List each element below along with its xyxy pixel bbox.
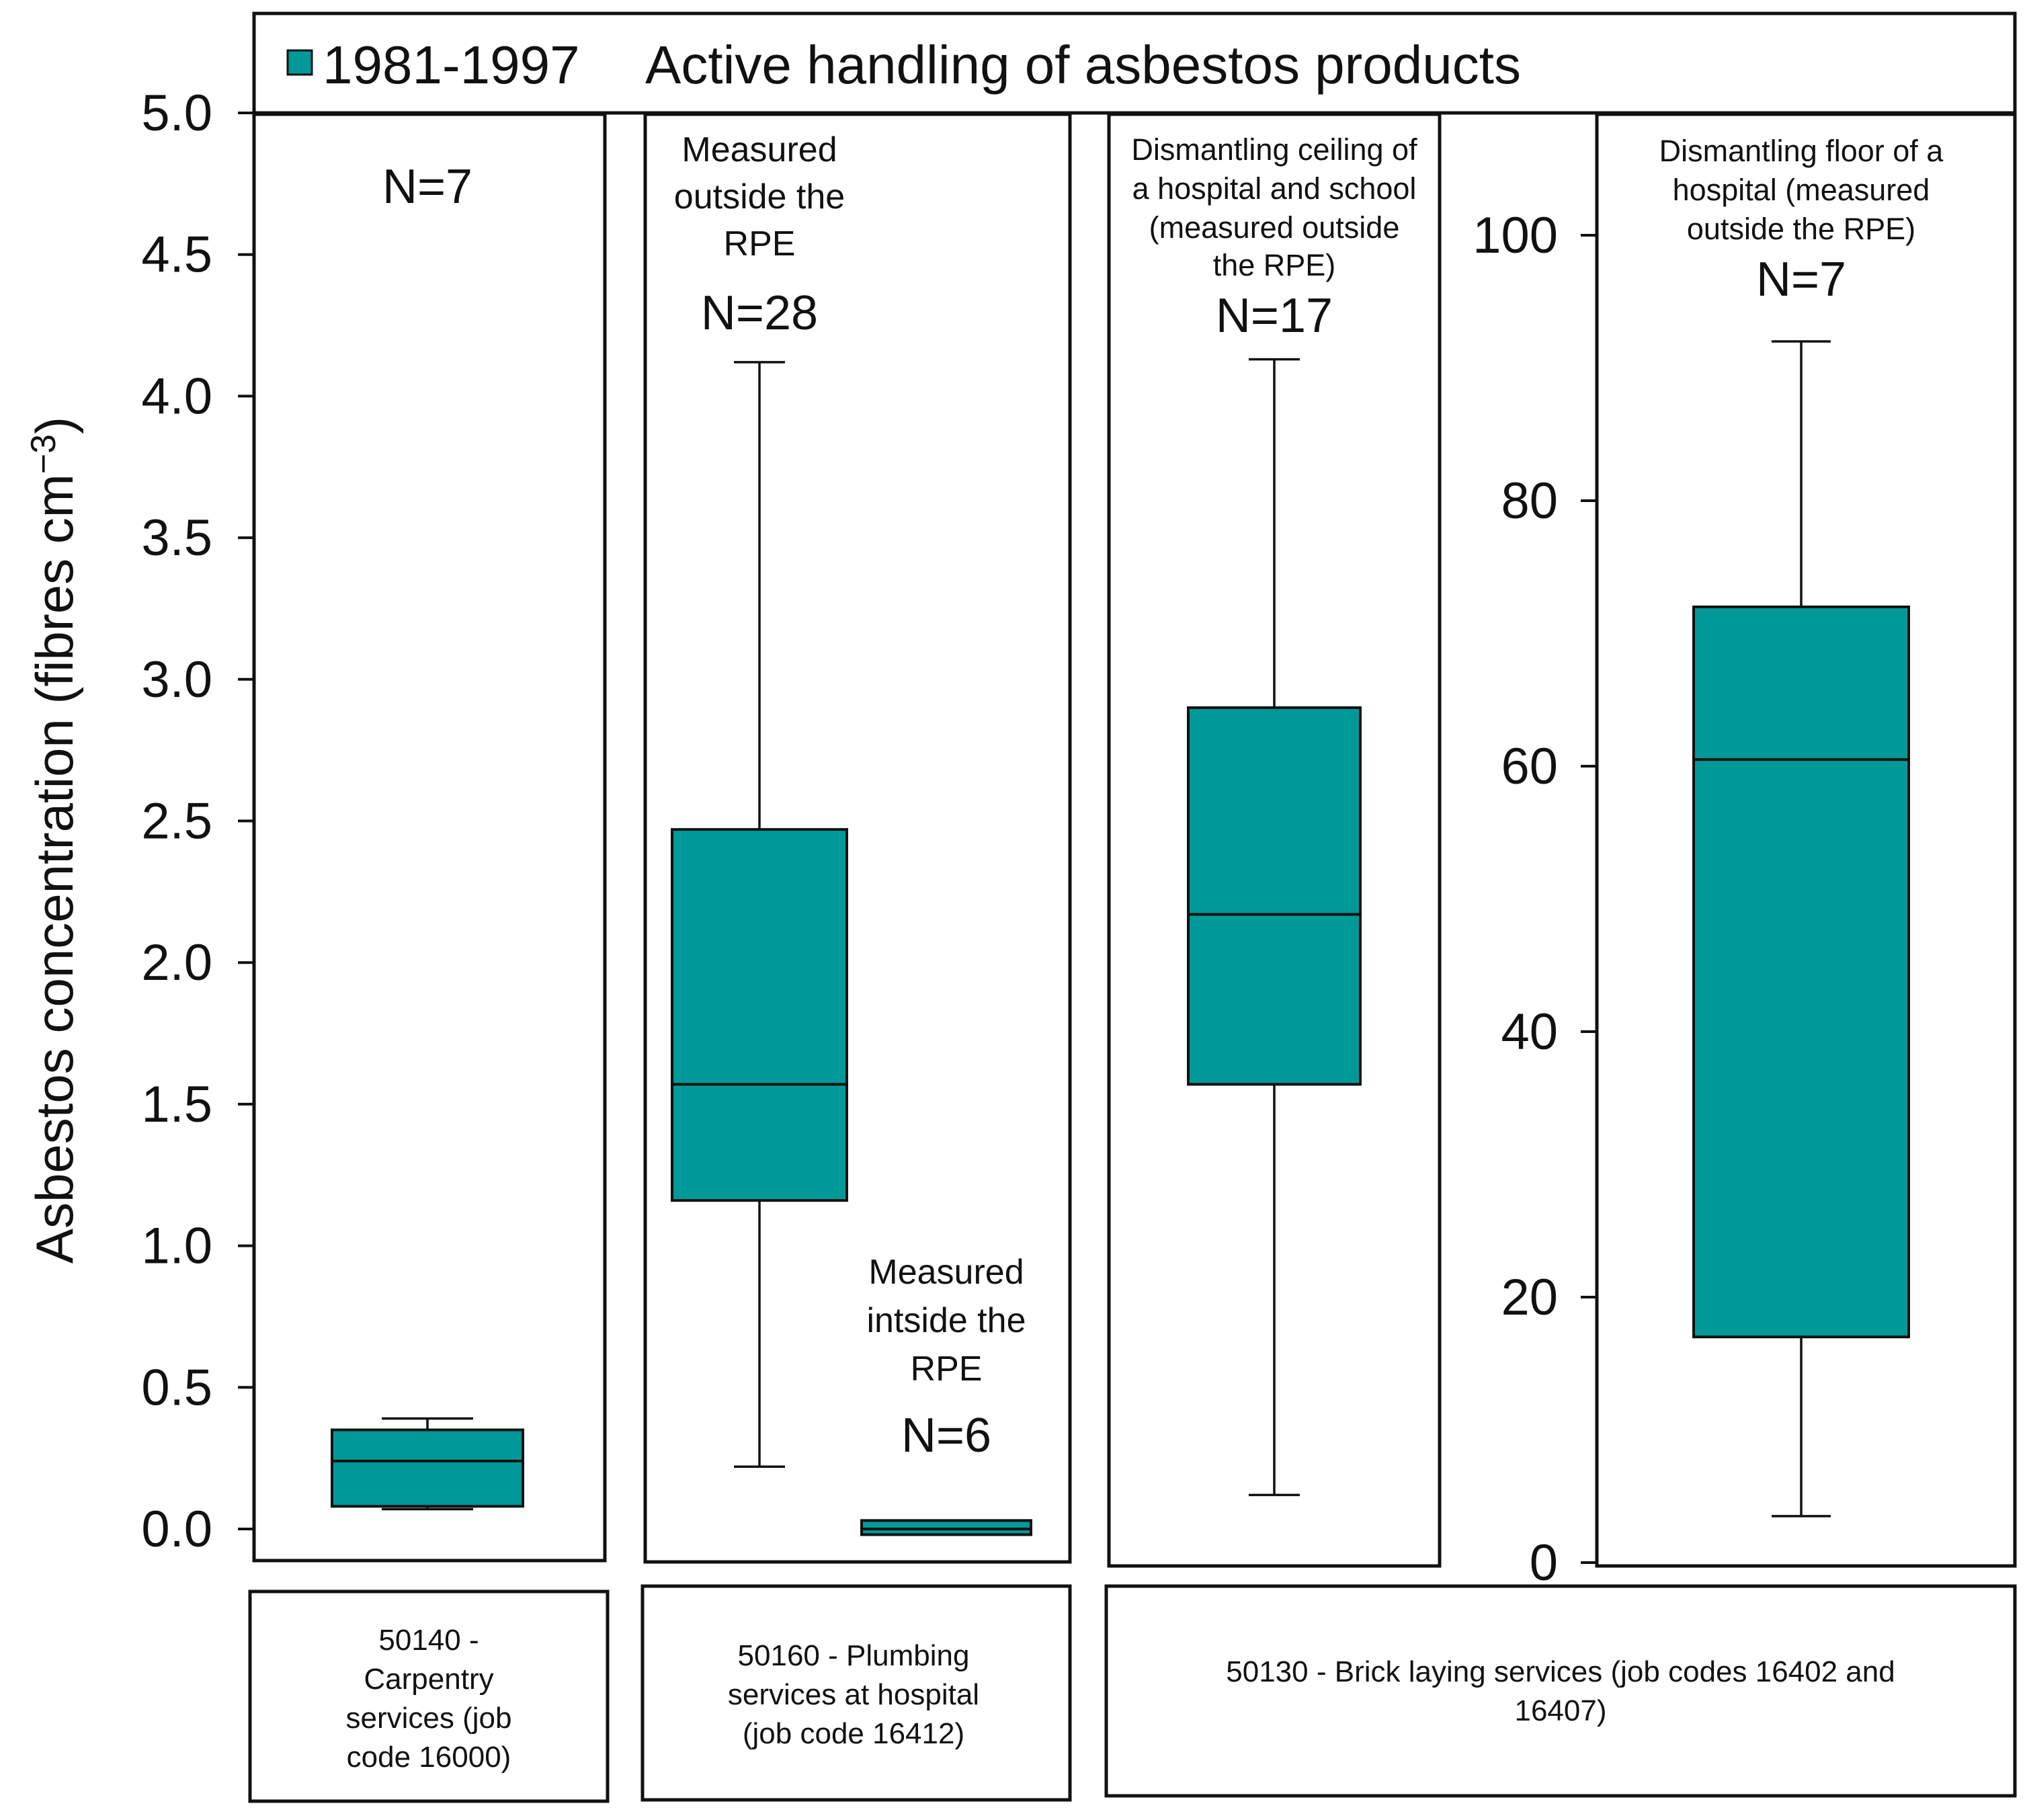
right-axis: 0 20 40 60 80 100 bbox=[1473, 113, 1598, 1591]
annotation-line: RPE bbox=[911, 1350, 983, 1389]
right-axis-tick-label: 80 bbox=[1501, 472, 1558, 530]
group-line: services at hospital bbox=[728, 1678, 979, 1711]
y-axis-label-close: ) bbox=[25, 417, 84, 434]
right-axis-tick-label: 100 bbox=[1473, 207, 1558, 264]
group-frame bbox=[640, 1584, 1072, 1802]
annotation-line: outside the bbox=[674, 177, 845, 216]
group-line: Carpentry bbox=[364, 1663, 493, 1696]
legend: 1981-1997 Active handling of asbestos pr… bbox=[252, 11, 2017, 115]
y-axis-label-superscript: −3 bbox=[24, 434, 63, 474]
right-axis-ticks: 0 20 40 60 80 100 bbox=[1473, 207, 1597, 1591]
left-axis-tick-label: 1.5 bbox=[141, 1076, 212, 1133]
box-plumbing-inside bbox=[860, 1519, 1032, 1536]
iqr-box bbox=[1187, 706, 1362, 1086]
annotation-line: hospital (measured bbox=[1673, 173, 1930, 207]
annotation-line: (measured outside bbox=[1149, 210, 1400, 245]
n-label-floor: N=7 bbox=[1756, 253, 1846, 306]
n-label-carpentry: N=7 bbox=[382, 160, 472, 214]
group-line: 50140 - bbox=[378, 1624, 479, 1657]
left-axis-tick-label: 1.0 bbox=[141, 1218, 212, 1275]
annotation-line: Dismantling ceiling of bbox=[1131, 132, 1417, 167]
legend-swatch bbox=[286, 49, 313, 76]
iqr-box bbox=[860, 1519, 1032, 1536]
n-labels: N=7 N=28 N=6 N=17 N=7 bbox=[382, 160, 1846, 1462]
annotation-line: a hospital and school bbox=[1132, 171, 1417, 206]
group-frame bbox=[248, 1589, 610, 1803]
group-label-brick-laying: 50130 - Brick laying services (job codes… bbox=[1104, 1584, 2017, 1798]
box-carpentry bbox=[331, 1417, 524, 1511]
group-label-carpentry: 50140 - Carpentry services (job code 160… bbox=[248, 1589, 610, 1803]
annotation-floor: Dismantling floor of a hospital (measure… bbox=[1659, 134, 1944, 246]
annotation-line: Measured bbox=[868, 1253, 1024, 1292]
group-label-plumbing: 50160 - Plumbing services at hospital (j… bbox=[640, 1584, 1072, 1802]
right-axis-tick-label: 60 bbox=[1501, 738, 1558, 795]
left-axis-tick-label: 5.0 bbox=[141, 85, 212, 142]
group-line: 50130 - Brick laying services (job codes… bbox=[1226, 1655, 1895, 1688]
left-axis-tick-label: 0.5 bbox=[141, 1359, 212, 1416]
annotation-line: intside the bbox=[866, 1301, 1026, 1340]
group-line: 50160 - Plumbing bbox=[738, 1639, 970, 1672]
n-label-ceiling: N=17 bbox=[1216, 289, 1333, 343]
group-line: services (job bbox=[346, 1702, 512, 1735]
left-axis-ticks: 0.0 0.5 1.0 1.5 2.0 2.5 3.0 3.5 4.0 4.5 5.0 bbox=[141, 85, 254, 1558]
y-axis-label-main: Asbestos concentration (fibres cm bbox=[25, 474, 84, 1264]
left-axis: 0.0 0.5 1.0 1.5 2.0 2.5 3.0 3.5 4.0 4.5 5.0 bbox=[141, 85, 255, 1558]
y-axis-label: Asbestos concentration (fibres cm−3) bbox=[24, 417, 84, 1264]
iqr-box bbox=[671, 828, 848, 1202]
iqr-box bbox=[331, 1428, 524, 1508]
panel-ceiling bbox=[1107, 112, 1442, 1568]
left-axis-tick-label: 4.5 bbox=[141, 226, 212, 284]
panel-floor bbox=[1595, 112, 2017, 1568]
iqr-box bbox=[1692, 606, 1910, 1339]
panel-carpentry bbox=[252, 112, 607, 1563]
right-axis-tick-label: 40 bbox=[1501, 1003, 1558, 1061]
group-line: code 16000) bbox=[347, 1741, 511, 1774]
right-axis-tick-label: 0 bbox=[1530, 1534, 1558, 1591]
left-axis-tick-label: 0.0 bbox=[141, 1501, 212, 1558]
group-line: 16407) bbox=[1514, 1694, 1606, 1727]
annotation-plumbing-outside: Measured outside the RPE bbox=[674, 130, 845, 263]
annotation-line: Dismantling floor of a bbox=[1659, 134, 1944, 168]
left-axis-tick-label: 4.0 bbox=[141, 368, 212, 425]
panel-plumbing bbox=[643, 112, 1072, 1564]
right-axis-tick-label: 20 bbox=[1501, 1269, 1558, 1326]
left-axis-tick-label: 3.5 bbox=[141, 509, 212, 567]
left-axis-tick-label: 2.0 bbox=[141, 934, 212, 991]
group-frame bbox=[1104, 1584, 2017, 1798]
annotation-line: Measured bbox=[681, 130, 837, 169]
annotation-ceiling: Dismantling ceiling of a hospital and sc… bbox=[1131, 132, 1417, 282]
n-label-plumbing-outside: N=28 bbox=[701, 286, 818, 340]
n-label-plumbing-inside: N=6 bbox=[901, 1409, 991, 1462]
left-axis-tick-label: 3.0 bbox=[141, 651, 212, 708]
annotation-plumbing-inside: Measured intside the RPE bbox=[866, 1253, 1026, 1389]
annotation-line: RPE bbox=[724, 224, 796, 263]
box-plumbing-outside bbox=[671, 361, 848, 1469]
annotation-line: the RPE) bbox=[1213, 248, 1336, 282]
annotation-line: outside the RPE) bbox=[1687, 212, 1915, 246]
legend-period: 1981-1997 bbox=[323, 35, 580, 95]
box-floor bbox=[1692, 340, 1910, 1518]
group-line: (job code 16412) bbox=[743, 1717, 964, 1750]
left-axis-tick-label: 2.5 bbox=[141, 793, 212, 850]
box-ceiling bbox=[1187, 358, 1362, 1497]
legend-title: Active handling of asbestos products bbox=[645, 35, 1521, 95]
